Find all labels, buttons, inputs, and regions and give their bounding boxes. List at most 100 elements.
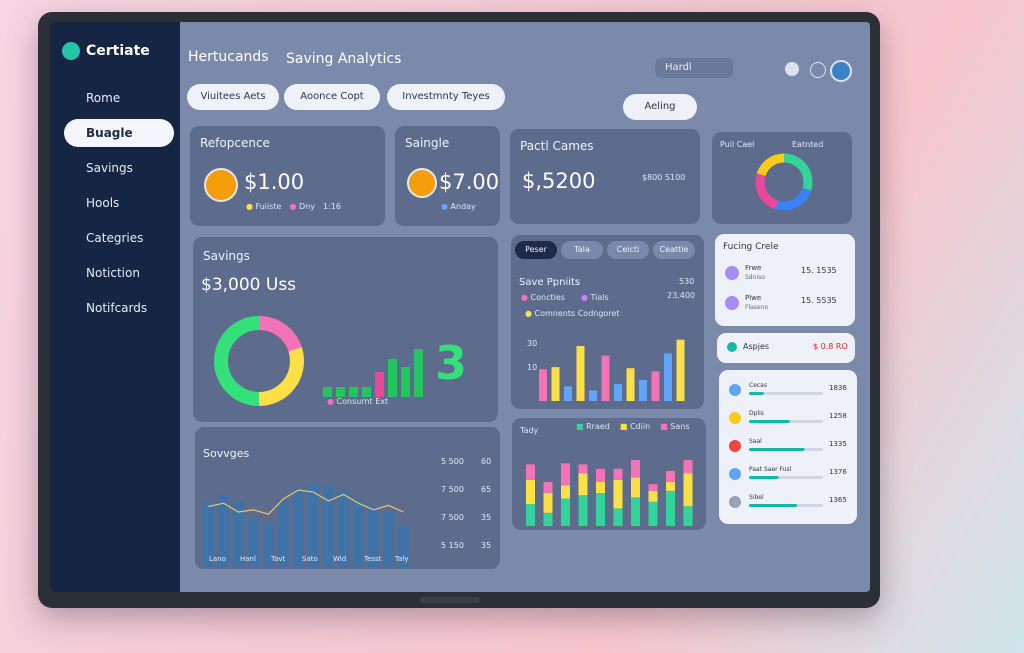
bar-segment [613,479,623,509]
nav-item[interactable]: Notifcards [86,301,148,315]
donut-chart [214,316,304,406]
item-value: 1836 [829,384,847,392]
toolbar-tab[interactable]: Aoonce Copt [284,84,380,110]
item-name: Cecas [749,382,767,389]
donut-segment [258,316,302,352]
bar [576,346,585,401]
legend-label: Consurnt Ext [336,397,389,406]
bar [293,487,304,567]
alert-value: $ 0.8 RO [813,342,848,351]
bar-segment [596,482,605,493]
bar [368,506,379,567]
search-box[interactable]: Hardl [655,58,733,78]
stat-card: Pactl Cames $,5200 $800 S100 [510,129,700,224]
bar [233,501,244,567]
bar [362,387,371,397]
bar-segment [596,468,605,482]
legend-item: ● Comnents Codngoret [525,309,620,318]
ring-card: Puil Cael Eatnted [712,132,852,224]
legend-item: ■ Cdiin [619,422,651,431]
nav-item[interactable]: Buagle [64,119,174,147]
legend-label: Concties [530,293,565,302]
bar-chart [323,349,423,397]
legend-label: Comnents Codngoret [534,309,620,318]
progress-bar [749,420,790,423]
legend-label: Fuiiste [255,202,282,211]
chart-tab[interactable]: Peser [515,241,557,259]
bar [353,498,364,567]
toolbar-tab[interactable]: Viuitees Aets [187,84,279,110]
chart-tab[interactable]: Ceicti [607,241,649,259]
nav-item[interactable]: Rome [86,91,121,105]
bar [651,371,660,401]
profile-avatar[interactable] [830,60,852,82]
chart-card: Save Ppniits 530 ● Concties ● Tials 23,4… [511,235,704,409]
bar [349,387,358,397]
stat-card: Refopcence $1.00 ● Fuiiste ● Dny 1:16 [190,126,385,226]
bar-segment [578,464,588,474]
card-value: $1.00 [244,170,305,194]
donut-segment [214,316,260,406]
bar [203,501,214,567]
brand: Certiate [86,43,150,59]
item-icon [729,412,741,424]
legend-item: ■ Rraed [576,422,610,431]
chart-total: 530 [679,277,695,286]
toolbar-tab[interactable]: Investmnty Teyes [387,84,505,110]
bar-segment [543,482,553,493]
legend-label: Anday [450,202,476,211]
card-title: Saingle [405,136,450,150]
item-name: Plwe [745,294,762,302]
nav-item[interactable]: Categries [86,231,144,245]
chart-tab[interactable]: Tala [561,241,603,259]
alert-name: Aspjes [743,342,770,351]
x-tick-label: Wid [333,555,347,563]
header-title: Hertucands [188,49,269,65]
x-tick-label: Sato [302,555,318,563]
item-name: Paat Saer Fusl [749,466,792,473]
card-legend: ● Fuiiste ● Dny 1:16 [246,202,341,211]
nav-item[interactable]: Hools [86,196,120,210]
nav-item[interactable]: Savings [86,161,133,175]
header-subtitle: Saving Analytics [286,51,402,67]
x-tick-label: Tesst [364,555,382,563]
item-name: Sibel [749,494,764,501]
donut-segment [783,153,813,191]
legend-label: 1:16 [322,202,341,211]
bar [323,485,334,567]
item-name: Frwe [745,264,762,272]
chart-card: Tady ■ Rraed ■ Cdiin ■ Sans [512,418,706,530]
legend-label: Sans [670,422,690,431]
bar [551,367,560,401]
axis-label: 35 [481,541,492,550]
bar-segment [666,490,675,526]
bar [664,353,672,401]
settings-icon[interactable] [810,62,826,78]
item-name: Saal [749,438,762,445]
card-title: Refopcence [200,136,270,150]
bar [388,359,397,397]
card-title: Puil Cael [720,140,755,149]
axis-label: 5 150 [441,541,464,550]
bar-segment [683,506,693,526]
item-value: 1376 [829,468,847,476]
legend-label: Cdiin [629,422,651,431]
chart-legend: ● Concties ● Tials [521,293,609,302]
donut-segment [756,153,785,177]
item-value: 15. 5535 [801,296,837,305]
bar [278,501,289,567]
bar [383,512,394,567]
card-value: $7.00 [439,170,500,194]
item-icon [729,496,741,508]
action-button[interactable]: Aeling [623,94,697,120]
bar-segment [631,497,640,526]
ring-chart [755,153,813,211]
bar-segment [526,464,535,480]
screen: Certiate Rome Buagle Savings Hools Categries… [50,22,870,592]
item-name: Dplis [749,410,764,417]
chart-tab[interactable]: Ceattie [653,241,695,259]
bar-segment [666,471,675,482]
nav-item[interactable]: Notiction [86,266,140,280]
user-avatar[interactable] [785,62,799,76]
